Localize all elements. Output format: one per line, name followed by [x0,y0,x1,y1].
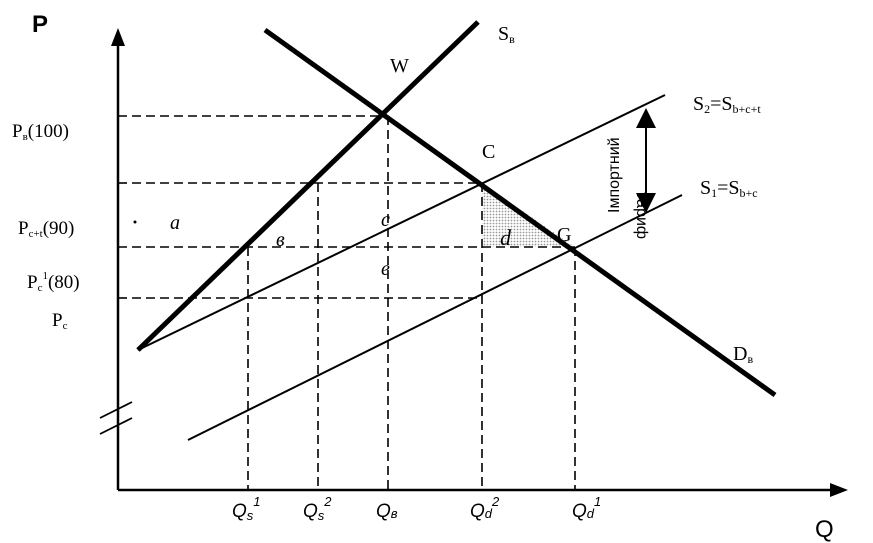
supply-domestic-label: Sв [498,23,515,46]
area-a-label: a [170,212,180,234]
demand-domestic-label: Dв [733,343,753,366]
supply-s1-label: S1=Sb+c [700,177,758,200]
supply-s2-line [137,94,666,351]
tariff-arrow [636,108,656,213]
y-axis-label: P [32,11,48,38]
quantity-label-qd1: Qd1 [572,494,601,522]
point-c-label: C [482,141,495,163]
tariff-label-line2: тариф [633,192,650,239]
point-w-label: W [390,55,409,77]
area-e-label: e [381,258,390,280]
point-g-label: G [557,224,571,246]
quantity-label-qs2: Qs2 [303,494,332,523]
quantity-label-qd2: Qd2 [470,494,500,522]
area-d-label: d [500,225,512,250]
area-c-label: c [381,209,390,231]
guide-lines [118,115,576,490]
price-label-pc: Pc [52,310,68,332]
axis-break-mark [99,417,133,435]
x-axis-arrow-icon [830,483,848,497]
supply-s2-label: S2=Sb+c+t [693,93,761,116]
arrow-down-icon [636,193,656,213]
price-label-pc1: Pc1(80) [27,270,80,294]
price-label-pb: Pв(100) [12,121,69,143]
y-axis-arrow-icon [111,28,125,46]
x-axis-label: Q [815,516,834,543]
axis-break-mark [99,401,133,419]
tariff-label-line1: Імпортний [606,137,623,213]
arrow-up-icon [636,108,656,128]
area-b-label: в [276,229,285,251]
axes: P Q [32,11,848,543]
quantity-label-qs1: Qs1 [232,494,261,523]
supply-domestic-line [136,20,480,352]
supply-s1-line [187,194,683,441]
price-label-pct: Pc+t(90) [18,218,74,240]
demand-domestic-line [263,27,777,398]
quantity-label-qb: Qв [376,501,398,522]
dot-mark [133,220,137,224]
